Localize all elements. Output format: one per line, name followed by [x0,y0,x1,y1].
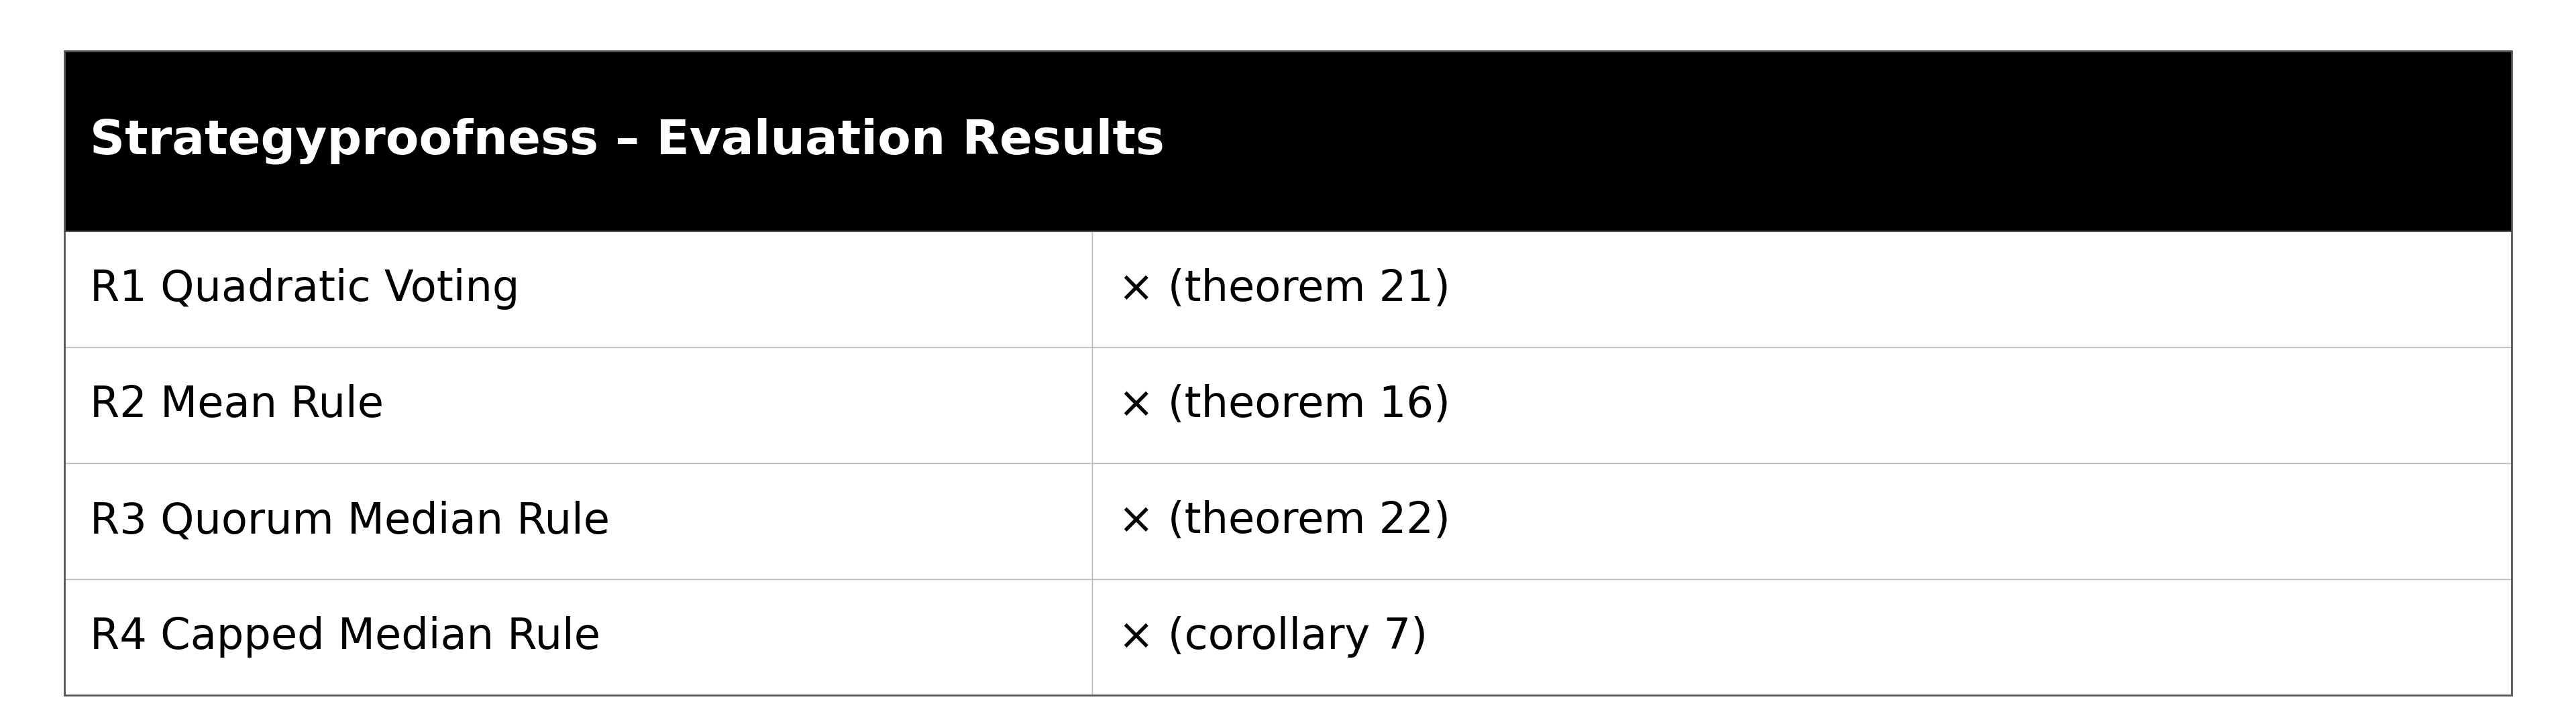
Text: R2 Mean Rule: R2 Mean Rule [90,384,384,426]
FancyBboxPatch shape [64,347,1092,463]
Text: × (corollary 7): × (corollary 7) [1118,616,1427,658]
FancyBboxPatch shape [1092,231,2512,347]
FancyBboxPatch shape [64,463,1092,579]
FancyBboxPatch shape [1092,463,2512,579]
Text: R4 Capped Median Rule: R4 Capped Median Rule [90,616,600,658]
Text: × (theorem 21): × (theorem 21) [1118,269,1450,310]
Text: R1 Quadratic Voting: R1 Quadratic Voting [90,269,520,310]
Text: Strategyproofness – Evaluation Results: Strategyproofness – Evaluation Results [90,117,1164,164]
Text: R3 Quorum Median Rule: R3 Quorum Median Rule [90,500,611,542]
FancyBboxPatch shape [64,51,2512,231]
FancyBboxPatch shape [1092,347,2512,463]
FancyBboxPatch shape [64,579,1092,695]
FancyBboxPatch shape [1092,579,2512,695]
Text: × (theorem 22): × (theorem 22) [1118,500,1450,542]
Text: × (theorem 16): × (theorem 16) [1118,384,1450,426]
FancyBboxPatch shape [64,231,1092,347]
